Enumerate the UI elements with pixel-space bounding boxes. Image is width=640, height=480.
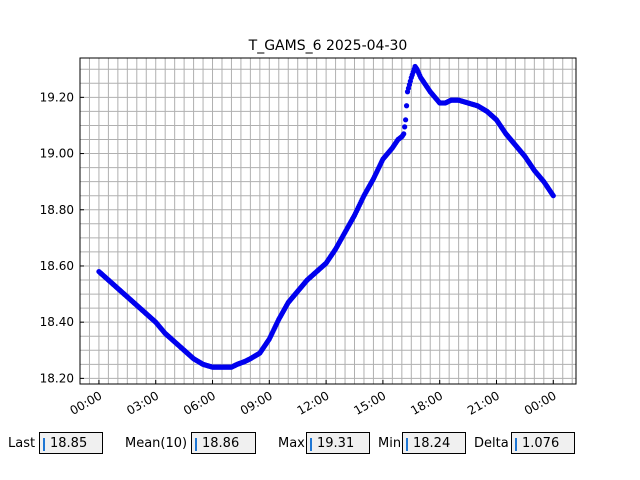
x-tick-label: 06:00 <box>181 388 218 417</box>
text-cursor <box>195 438 197 451</box>
stat-mean-label: Mean(10) <box>125 436 188 451</box>
y-tick-label: 18.20 <box>40 371 74 385</box>
chart-title: T_GAMS_6 2025-04-30 <box>248 38 408 54</box>
stat-min-label: Min <box>378 436 402 451</box>
stat-delta-label: Delta <box>474 436 509 451</box>
stat-min-field[interactable]: 18.24 <box>402 432 466 454</box>
stat-delta-value: 1.076 <box>522 436 560 451</box>
x-tick-label: 12:00 <box>295 388 332 417</box>
y-tick-label: 19.00 <box>40 147 74 161</box>
stat-mean-field[interactable]: 18.86 <box>191 432 256 454</box>
data-point <box>403 117 409 123</box>
plot-frame <box>79 57 577 385</box>
x-tick-label: 18:00 <box>408 388 445 417</box>
text-cursor <box>43 438 45 451</box>
x-tick-label: 03:00 <box>124 388 161 417</box>
y-tick-label: 19.20 <box>40 90 74 104</box>
data-point <box>550 193 556 199</box>
x-tick-label: 15:00 <box>351 388 388 417</box>
stat-max-field[interactable]: 19.31 <box>306 432 370 454</box>
stat-max-label: Max <box>278 436 305 451</box>
x-tick-label: 21:00 <box>465 388 502 417</box>
x-tick-label: 00:00 <box>67 388 104 417</box>
y-tick-label: 18.40 <box>40 315 74 329</box>
stat-max-value: 19.31 <box>317 436 355 451</box>
text-cursor <box>310 438 312 451</box>
data-series <box>96 63 556 370</box>
data-point <box>403 103 410 109</box>
data-point <box>401 131 407 137</box>
stat-last-label: Last <box>8 436 36 451</box>
x-tick-label: 00:00 <box>522 388 559 417</box>
grid <box>79 58 576 384</box>
text-cursor <box>515 438 517 451</box>
stat-mean-value: 18.86 <box>202 436 240 451</box>
stat-last-field[interactable]: 18.85 <box>39 432 103 454</box>
stat-last-value: 18.85 <box>50 436 88 451</box>
y-tick-label: 18.80 <box>40 203 74 217</box>
text-cursor <box>406 438 408 451</box>
stat-delta-field[interactable]: 1.076 <box>511 432 575 454</box>
stat-min-value: 18.24 <box>413 436 451 451</box>
y-tick-label: 18.60 <box>40 259 74 273</box>
x-tick-label: 09:00 <box>238 388 275 417</box>
data-point <box>402 124 408 130</box>
